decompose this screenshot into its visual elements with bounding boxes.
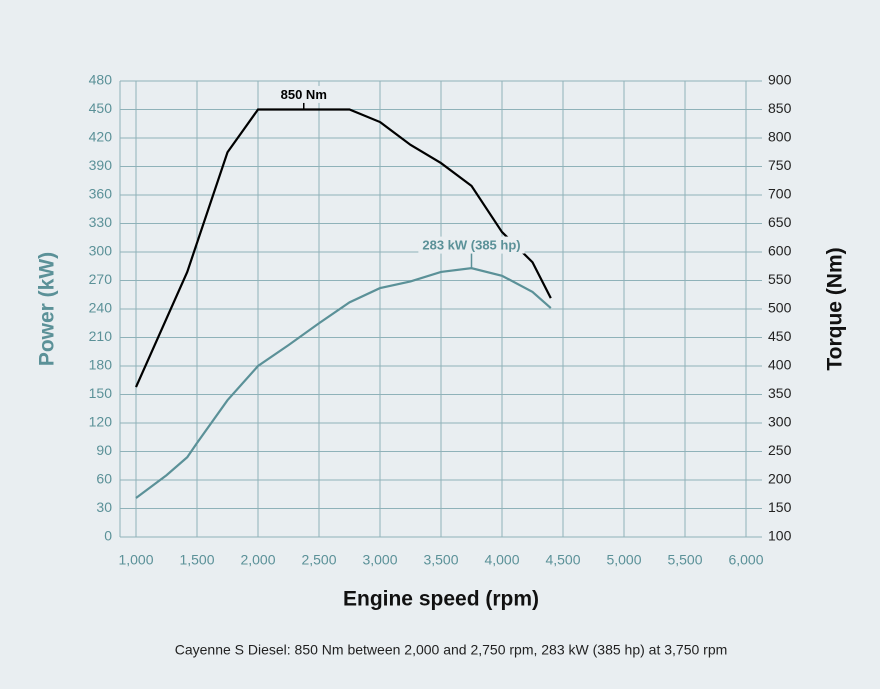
y-tick-label: 120 [89, 414, 113, 430]
y2-tick-label: 450 [768, 328, 792, 344]
y2-tick-label: 750 [768, 157, 792, 173]
y-axis-title: Power (kW) [36, 252, 59, 366]
x-tick-label: 6,000 [728, 552, 763, 568]
x-tick-label: 1,500 [179, 552, 214, 568]
y-tick-label: 300 [89, 243, 113, 259]
x-tick-label: 4,500 [545, 552, 580, 568]
y2-tick-label: 650 [768, 214, 792, 230]
y-tick-label: 450 [89, 100, 113, 116]
x-axis-title: Engine speed (rpm) [343, 588, 539, 611]
y-tick-label: 180 [89, 357, 113, 373]
y2-tick-label: 500 [768, 300, 792, 316]
caption: Cayenne S Diesel: 850 Nm between 2,000 a… [175, 642, 728, 658]
y-tick-label: 30 [96, 499, 112, 515]
x-tick-label: 4,000 [484, 552, 519, 568]
annotation-background [418, 236, 525, 254]
annotation: 850 Nm [281, 87, 327, 102]
y2-tick-label: 700 [768, 186, 792, 202]
x-tick-label: 5,500 [667, 552, 702, 568]
y2-tick-label: 850 [768, 100, 792, 116]
y-tick-label: 270 [89, 271, 113, 287]
y2-tick-label: 900 [768, 72, 792, 88]
y-tick-label: 60 [96, 471, 112, 487]
y2-tick-label: 250 [768, 442, 792, 458]
y2-tick-label: 150 [768, 499, 792, 515]
y-tick-label: 420 [89, 129, 113, 145]
y-tick-label: 150 [89, 385, 113, 401]
annotation: 283 kW (385 hp) [422, 238, 520, 253]
x-tick-label: 1,000 [118, 552, 153, 568]
y-tick-label: 360 [89, 186, 113, 202]
y-tick-label: 210 [89, 328, 113, 344]
x-tick-label: 3,500 [423, 552, 458, 568]
y2-tick-label: 400 [768, 357, 792, 373]
y-tick-label: 330 [89, 214, 113, 230]
x-tick-label: 5,000 [606, 552, 641, 568]
y2-tick-label: 200 [768, 471, 792, 487]
y-tick-label: 480 [89, 72, 113, 88]
annotation-background [276, 85, 331, 103]
y2-tick-label: 350 [768, 385, 792, 401]
y-tick-label: 90 [96, 442, 112, 458]
y2-tick-label: 600 [768, 243, 792, 259]
y2-axis-title: Torque (Nm) [824, 247, 847, 370]
x-tick-label: 2,500 [301, 552, 336, 568]
y-tick-label: 390 [89, 157, 113, 173]
x-tick-label: 3,000 [362, 552, 397, 568]
y2-tick-label: 300 [768, 414, 792, 430]
x-tick-label: 2,000 [240, 552, 275, 568]
y-tick-label: 0 [104, 528, 112, 544]
series-line [135, 267, 552, 499]
y2-tick-label: 800 [768, 129, 792, 145]
y-tick-label: 240 [89, 300, 113, 316]
y2-tick-label: 550 [768, 271, 792, 287]
y2-tick-label: 100 [768, 528, 792, 544]
